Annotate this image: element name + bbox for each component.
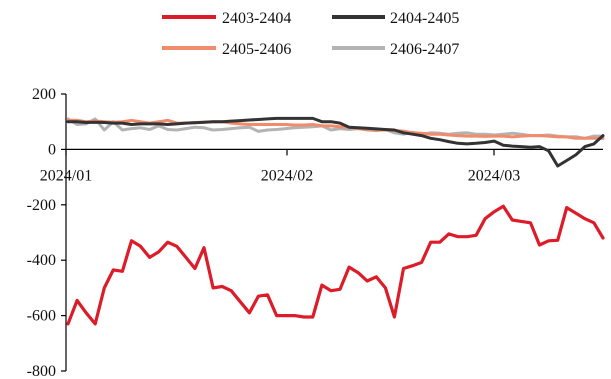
y-tick-label: -800 (27, 363, 56, 379)
legend: 2403-2404 2404-2405 2405-2406 2406-2407 (162, 10, 459, 58)
y-tick-label: -400 (27, 252, 56, 269)
series-line-2405-2406 (66, 118, 605, 140)
legend-label-2406-2407: 2406-2407 (390, 41, 459, 58)
x-tick-label: 2024/01 (40, 167, 92, 184)
legend-label-2403-2404: 2403-2404 (222, 10, 291, 27)
y-tick-label: 200 (32, 86, 56, 103)
legend-label-2405-2406: 2405-2406 (222, 41, 291, 58)
y-tick-label: -200 (27, 197, 56, 214)
series-group (66, 116, 605, 326)
legend-label-2404-2405: 2404-2405 (390, 10, 459, 27)
axes: 200 0 -200 -400 -600 -800 2024/01 2024/02 2024/0… (27, 86, 603, 379)
y-tick-label: 0 (48, 141, 56, 158)
series-line-2404-2405 (66, 116, 605, 168)
x-tick-label: 2024/02 (261, 167, 313, 184)
x-tick-label: 2024/03 (468, 167, 520, 184)
y-tick-label: -600 (27, 308, 56, 325)
series-line-2403-2404 (66, 204, 605, 326)
series-line-2406-2407 (66, 117, 605, 140)
